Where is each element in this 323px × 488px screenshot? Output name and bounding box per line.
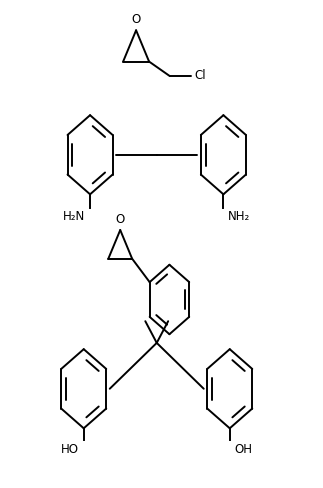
Text: O: O <box>116 213 125 226</box>
Text: NH₂: NH₂ <box>228 210 250 223</box>
Text: HO: HO <box>61 443 79 456</box>
Text: Cl: Cl <box>194 68 206 81</box>
Text: OH: OH <box>234 443 253 456</box>
Text: O: O <box>131 13 141 26</box>
Text: H₂N: H₂N <box>63 210 85 223</box>
